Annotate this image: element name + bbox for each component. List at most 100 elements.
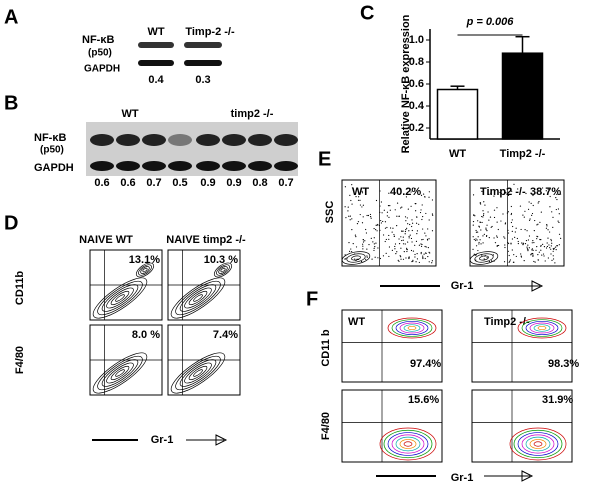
dot bbox=[357, 221, 360, 223]
dot bbox=[425, 246, 427, 248]
dot bbox=[351, 184, 353, 186]
dot bbox=[420, 253, 422, 255]
contour bbox=[115, 369, 125, 377]
dot bbox=[398, 215, 400, 217]
dot bbox=[421, 239, 423, 241]
dot bbox=[384, 227, 387, 229]
row-label: GAPDH bbox=[34, 162, 74, 174]
dot bbox=[399, 189, 401, 191]
dot bbox=[431, 260, 433, 262]
dot bbox=[496, 236, 498, 238]
row-label: GAPDH bbox=[84, 64, 120, 75]
dot bbox=[373, 247, 375, 250]
dot bbox=[382, 255, 385, 257]
band bbox=[142, 134, 166, 146]
axis-label: Gr-1 bbox=[451, 280, 474, 292]
dot bbox=[517, 240, 519, 243]
dot bbox=[504, 223, 506, 225]
band bbox=[274, 161, 298, 171]
dot bbox=[546, 224, 548, 226]
dot bbox=[524, 210, 526, 212]
contour bbox=[92, 277, 148, 319]
contour bbox=[479, 255, 489, 261]
dot bbox=[428, 251, 430, 253]
contour bbox=[379, 427, 437, 461]
y-tick-label: 1.0 bbox=[409, 34, 424, 46]
dot bbox=[364, 240, 366, 242]
dot bbox=[396, 225, 398, 227]
dot bbox=[365, 228, 367, 231]
dot bbox=[500, 220, 502, 222]
dot bbox=[486, 224, 488, 226]
dot bbox=[428, 261, 430, 263]
band-value: 0.8 bbox=[252, 177, 267, 189]
dot bbox=[424, 196, 426, 198]
dot bbox=[396, 215, 398, 217]
contour bbox=[513, 429, 563, 459]
dot bbox=[408, 256, 410, 258]
dot bbox=[432, 214, 434, 216]
dot bbox=[520, 228, 522, 231]
dot bbox=[379, 205, 381, 207]
percent: 31.9% bbox=[542, 394, 573, 406]
dot bbox=[537, 253, 539, 256]
contour bbox=[517, 317, 567, 339]
dot bbox=[425, 235, 427, 237]
dot bbox=[506, 212, 508, 214]
dot bbox=[349, 194, 351, 196]
dot bbox=[362, 239, 364, 241]
dot bbox=[400, 247, 402, 249]
dot bbox=[544, 260, 546, 262]
dot bbox=[493, 216, 496, 219]
dot bbox=[524, 229, 526, 231]
contour bbox=[106, 362, 134, 384]
dot bbox=[402, 258, 405, 260]
dot bbox=[344, 206, 346, 208]
dot bbox=[400, 256, 402, 258]
percent: 98.3% bbox=[548, 358, 579, 370]
dot bbox=[345, 217, 347, 219]
dot bbox=[410, 205, 412, 207]
row-label: (p50) bbox=[88, 48, 112, 59]
contour bbox=[399, 322, 425, 334]
dot bbox=[374, 246, 376, 248]
y-axis-label: Relative NF-κB expression bbox=[400, 14, 412, 153]
dot bbox=[378, 224, 380, 227]
dot bbox=[422, 255, 424, 257]
dot bbox=[540, 239, 542, 241]
dot bbox=[556, 198, 558, 201]
dot bbox=[422, 193, 425, 195]
dot bbox=[536, 238, 538, 240]
dot bbox=[407, 241, 409, 243]
contour bbox=[220, 267, 226, 273]
dot bbox=[349, 215, 351, 217]
axis-label: SSC bbox=[324, 201, 336, 224]
dot bbox=[415, 203, 417, 205]
dot bbox=[496, 235, 498, 237]
dot bbox=[481, 215, 483, 218]
dot bbox=[527, 250, 529, 252]
band bbox=[248, 161, 272, 171]
dot bbox=[475, 245, 478, 247]
dot bbox=[543, 255, 545, 257]
dot bbox=[521, 242, 523, 244]
dot bbox=[536, 235, 538, 237]
dot bbox=[484, 204, 486, 206]
dot bbox=[502, 213, 504, 215]
dot bbox=[420, 245, 423, 247]
band-value: 0.4 bbox=[148, 74, 164, 86]
panel-letter: B bbox=[4, 92, 18, 114]
dot bbox=[404, 233, 406, 235]
dot bbox=[371, 258, 373, 260]
dot bbox=[491, 225, 493, 228]
dot bbox=[388, 192, 390, 194]
dot bbox=[375, 224, 377, 226]
dot bbox=[380, 219, 382, 222]
dot bbox=[411, 225, 413, 228]
contour bbox=[351, 255, 361, 261]
contour bbox=[474, 253, 494, 263]
dot bbox=[479, 202, 482, 204]
dot bbox=[375, 199, 378, 202]
dot bbox=[523, 216, 525, 218]
